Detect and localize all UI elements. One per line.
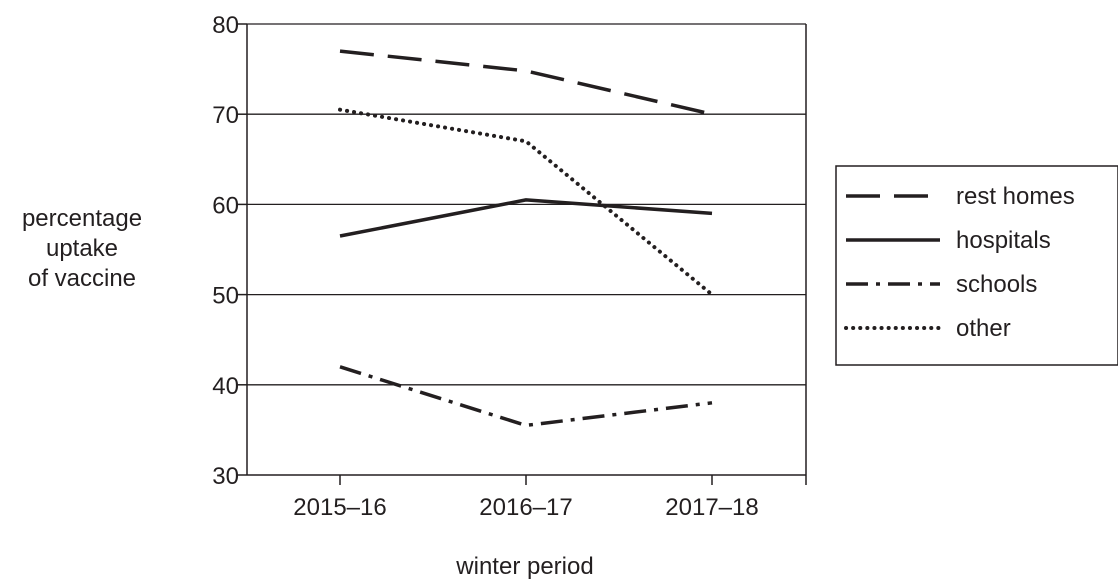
y-tick-label: 80 xyxy=(212,12,239,39)
y-tick-label: 70 xyxy=(212,102,239,129)
y-tick-labels: 30 40 50 60 70 80 xyxy=(212,12,239,490)
data-series xyxy=(338,49,714,428)
series-line-schools xyxy=(339,365,713,428)
y-tick-label: 60 xyxy=(212,192,239,219)
series-line-hospitals xyxy=(339,198,713,238)
y-tick-label: 50 xyxy=(212,283,239,310)
series-line-rest-homes xyxy=(339,49,713,116)
legend-label: other xyxy=(956,315,1011,342)
legend-label: rest homes xyxy=(956,183,1075,210)
y-axis-title-line-2: uptake xyxy=(46,235,118,262)
y-axis-title-line-3: of vaccine xyxy=(28,265,136,292)
y-tick-label: 30 xyxy=(212,463,239,490)
legend-box xyxy=(835,165,1118,366)
axes xyxy=(246,24,807,476)
y-axis-title: percentage uptake of vaccine xyxy=(22,205,142,292)
y-tick-label: 40 xyxy=(212,373,239,400)
x-tick-label: 2015–16 xyxy=(293,494,386,521)
x-tick-label: 2016–17 xyxy=(479,494,572,521)
gridlines xyxy=(237,23,806,476)
series-line-other xyxy=(338,107,714,297)
x-tick-labels: 2015–16 2016–17 2017–18 xyxy=(293,475,807,521)
x-tick-label: 2017–18 xyxy=(665,494,758,521)
y-axis-title-line-1: percentage xyxy=(22,205,142,232)
legend-label: hospitals xyxy=(956,227,1051,254)
x-axis-title: winter period xyxy=(455,553,593,580)
legend-label: schools xyxy=(956,271,1037,298)
legend: rest homes hospitals schools other xyxy=(835,165,1118,366)
